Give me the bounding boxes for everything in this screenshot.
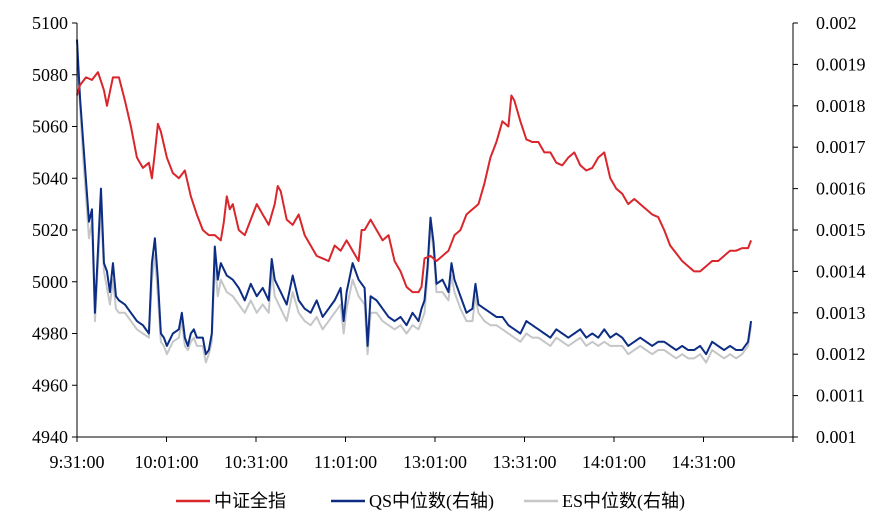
- y-right-tick-label: 0.0013: [816, 303, 866, 323]
- y-left-tick-label: 5020: [32, 220, 68, 240]
- y-left-tick-label: 4940: [32, 427, 68, 447]
- axes: [76, 23, 794, 438]
- y-left-tick-label: 4980: [32, 324, 68, 344]
- x-tick-label: 11:01:00: [314, 452, 377, 472]
- legend-label-2: ES中位数(右轴): [562, 491, 685, 512]
- y-right-tick-label: 0.0018: [816, 96, 866, 116]
- series-line-2: [76, 47, 753, 364]
- y-right-tick-label: 0.0012: [816, 344, 866, 364]
- series-line-0: [76, 71, 752, 294]
- x-tick-label: 14:31:00: [671, 452, 735, 472]
- y-right-tick-label: 0.0015: [816, 220, 866, 240]
- y-right-tick-label: 0.0011: [816, 386, 865, 406]
- y-left-tick-label: 5040: [32, 168, 68, 188]
- x-tick-label: 13:01:00: [403, 452, 467, 472]
- y-right-tick-label: 0.001: [816, 427, 857, 447]
- plot-lines: [76, 39, 753, 364]
- legend: 中证全指 QS中位数(右轴) ES中位数(右轴): [176, 491, 685, 512]
- x-tick-label: 10:31:00: [224, 452, 288, 472]
- y-right-tick-label: 0.0017: [816, 137, 866, 157]
- y-left-tick-label: 5060: [32, 117, 68, 137]
- legend-label-0: 中证全指: [214, 491, 286, 511]
- y-left-tick-label: 5080: [32, 65, 68, 85]
- y-right-tick-label: 0.0016: [816, 179, 866, 199]
- ticks: 4940 4960 4980 5000 5020 5040 5060 5080 5100 0.00…: [32, 13, 866, 472]
- y-right-tick-label: 0.0014: [816, 261, 866, 281]
- series-line-1: [76, 39, 753, 356]
- x-tick-label: 9:31:00: [49, 452, 104, 472]
- y-right-tick-label: 0.002: [816, 13, 857, 33]
- x-tick-label: 13:31:00: [492, 452, 556, 472]
- legend-label-1: QS中位数(右轴): [369, 491, 494, 512]
- y-left-tick-label: 5000: [32, 272, 68, 292]
- y-left-tick-label: 5100: [32, 13, 68, 33]
- y-right-tick-label: 0.0019: [816, 54, 866, 74]
- x-tick-label: 10:01:00: [134, 452, 198, 472]
- x-tick-label: 14:01:00: [582, 452, 646, 472]
- y-left-tick-label: 4960: [32, 375, 68, 395]
